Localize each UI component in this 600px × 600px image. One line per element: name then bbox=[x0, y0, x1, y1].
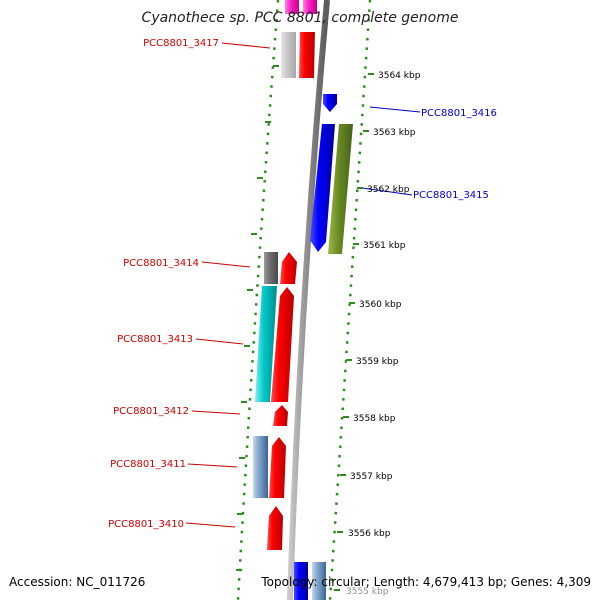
tick-label: 3555 kbp bbox=[346, 587, 389, 597]
gene-label-3414[interactable]: PCC8801_3414 bbox=[123, 258, 199, 269]
tick-label: 3558 kbp bbox=[353, 414, 396, 424]
tick-label: 3556 kbp bbox=[348, 529, 391, 539]
tick-3563: 3563 kbp bbox=[363, 128, 416, 138]
genome-summary-info: Topology: circular; Length: 4,679,413 bp… bbox=[261, 575, 591, 589]
gene-label-3410[interactable]: PCC8801_3410 bbox=[108, 519, 184, 530]
gene-3412-feature[interactable] bbox=[273, 405, 288, 426]
genome-backbone bbox=[287, 0, 330, 600]
ring-left-ticks bbox=[236, 65, 279, 571]
tick-label: 3560 kbp bbox=[359, 300, 402, 310]
tick-3557: 3557 kbp bbox=[340, 472, 393, 482]
gene-3413-features[interactable] bbox=[255, 286, 294, 402]
genome-title: Cyanothece sp. PCC 8801, complete genome bbox=[141, 10, 459, 26]
accession-info: Accession: NC_011726 bbox=[9, 575, 146, 589]
tick-3562: 3562 kbp bbox=[357, 185, 410, 195]
tick-3564: 3564 kbp bbox=[368, 71, 421, 81]
tick-label: 3557 kbp bbox=[350, 472, 393, 482]
gene-label-3412[interactable]: PCC8801_3412 bbox=[113, 406, 189, 417]
tick-label: 3564 kbp bbox=[378, 71, 421, 81]
tick-3556: 3556 kbp bbox=[337, 529, 391, 539]
tick-3559: 3559 kbp bbox=[346, 357, 399, 367]
tick-3561: 3561 kbp bbox=[353, 241, 406, 251]
gene-3417-features[interactable] bbox=[280, 0, 318, 78]
gene-3410-feature[interactable] bbox=[267, 506, 283, 550]
gene-label-3415[interactable]: PCC8801_3415 bbox=[413, 190, 489, 201]
gene-label-3416[interactable]: PCC8801_3416 bbox=[421, 108, 497, 119]
tick-3555: 3555 kbp bbox=[334, 587, 389, 597]
tick-label: 3559 kbp bbox=[356, 357, 399, 367]
gene-label-3413[interactable]: PCC8801_3413 bbox=[117, 334, 193, 345]
gene-label-3411[interactable]: PCC8801_3411 bbox=[110, 459, 186, 470]
gene-3414-features[interactable] bbox=[264, 252, 297, 284]
tick-label: 3563 kbp bbox=[373, 128, 416, 138]
tick-3558: 3558 kbp bbox=[343, 414, 396, 424]
gene-3416-feature[interactable] bbox=[323, 94, 337, 112]
gene-3415-features[interactable] bbox=[310, 124, 353, 254]
gene-label-3417[interactable]: PCC8801_3417 bbox=[143, 38, 219, 49]
gene-bottom-features[interactable] bbox=[294, 562, 326, 600]
tick-label: 3562 kbp bbox=[367, 185, 410, 195]
tick-3560: 3560 kbp bbox=[349, 300, 402, 310]
label-connectors bbox=[185, 42, 421, 528]
tick-label: 3561 kbp bbox=[363, 241, 406, 251]
gene-3411-features[interactable] bbox=[253, 436, 286, 498]
